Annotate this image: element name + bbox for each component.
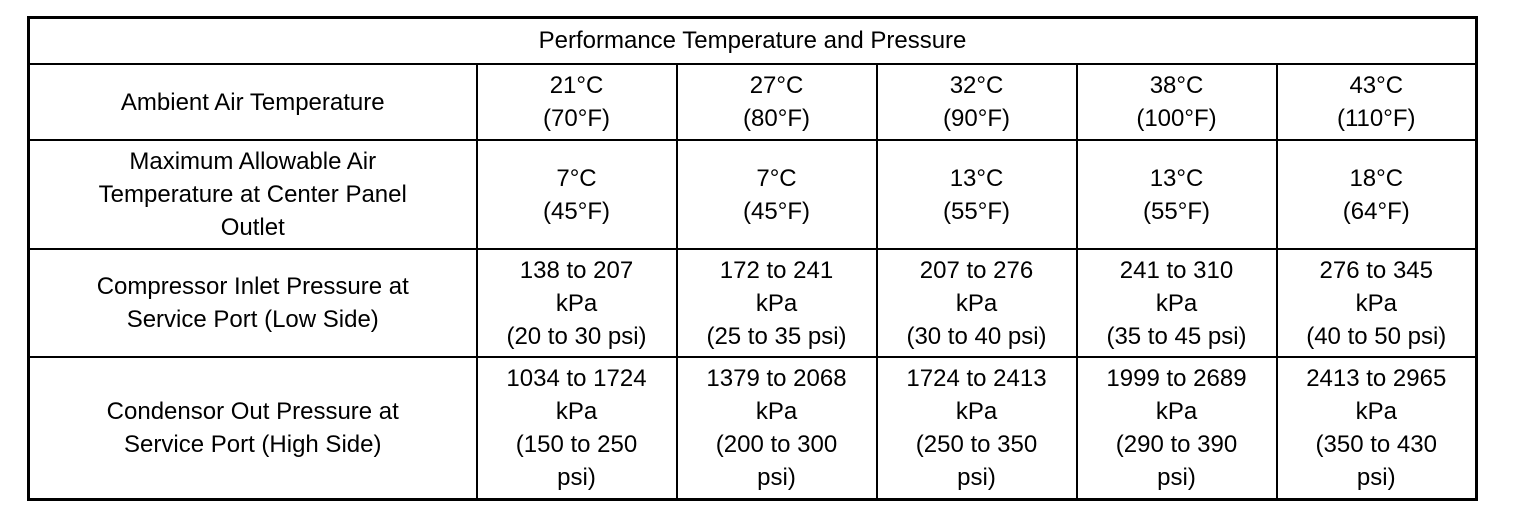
value-line: (55°F) <box>1143 197 1210 225</box>
value-line: kPa <box>755 289 798 317</box>
value-line: psi) <box>557 464 596 491</box>
row-label-cell: Maximum Allowable Air Temperature at Cen… <box>27 139 478 250</box>
value-line: 1379 to 2068 <box>706 365 847 392</box>
value-line: psi) <box>957 464 996 491</box>
value-line: kPa <box>955 398 998 425</box>
value-cell: 21°C (70°F) <box>475 63 678 141</box>
value-cell: 172 to 241 kPa (25 to 35 psi) <box>675 248 878 358</box>
performance-table: Performance Temperature and Pressure Amb… <box>27 16 1479 501</box>
row-label-cell: Condensor Out Pressure at Service Port (… <box>27 356 478 501</box>
value-line: psi) <box>1356 464 1396 491</box>
row-label-line: Compressor Inlet Pressure at <box>96 273 409 300</box>
value-line: kPa <box>955 289 998 317</box>
value-line: kPa <box>1355 398 1397 425</box>
value-cell: 27°C (80°F) <box>675 63 878 141</box>
row-label-line: Temperature at Center Panel <box>98 181 407 208</box>
value-line: (150 to 250 <box>515 431 638 458</box>
value-cell: 7°C (45°F) <box>475 139 678 250</box>
value-line: (25 to 35 psi) <box>706 322 847 350</box>
value-cell: 38°C (100°F) <box>1075 63 1278 141</box>
value-line: kPa <box>755 398 798 425</box>
value-line: (350 to 430 <box>1315 431 1437 458</box>
value-line: 38°C <box>1149 72 1204 99</box>
value-cell: 2413 to 2965 kPa (350 to 430 psi) <box>1275 356 1478 501</box>
value-line: kPa <box>1155 398 1198 425</box>
value-line: (200 to 300 <box>715 431 838 458</box>
value-line: 276 to 345 <box>1319 256 1433 284</box>
table-title-row: Performance Temperature and Pressure <box>27 16 1478 65</box>
value-line: kPa <box>555 289 598 317</box>
value-line: 172 to 241 <box>719 256 834 284</box>
value-line: 1034 to 1724 <box>506 365 647 392</box>
value-line: 43°C <box>1349 72 1404 99</box>
value-cell: 13°C (55°F) <box>875 139 1078 250</box>
value-line: (110°F) <box>1337 105 1416 132</box>
value-cell: 1034 to 1724 kPa (150 to 250 psi) <box>475 356 678 501</box>
value-line: (45°F) <box>743 197 810 225</box>
value-line: (45°F) <box>543 197 610 225</box>
value-line: (20 to 30 psi) <box>506 322 647 350</box>
value-cell: 1724 to 2413 kPa (250 to 350 psi) <box>875 356 1078 501</box>
value-cell: 207 to 276 kPa (30 to 40 psi) <box>875 248 1078 358</box>
value-cell: 138 to 207 kPa (20 to 30 psi) <box>475 248 678 358</box>
value-line: 18°C <box>1349 164 1404 192</box>
row-label-line: Service Port (Low Side) <box>126 306 379 333</box>
row-label-line: Service Port (High Side) <box>124 431 382 458</box>
value-line: 7°C <box>556 164 597 192</box>
value-line: 32°C <box>949 72 1004 99</box>
row-label-line: Outlet <box>220 214 285 241</box>
value-line: kPa <box>1355 289 1397 317</box>
value-line: psi) <box>757 464 796 491</box>
value-line: (55°F) <box>943 197 1010 225</box>
value-line: (70°F) <box>543 105 610 132</box>
table-row-ambient-air-temperature: Ambient Air Temperature 21°C (70°F) 27°C… <box>27 63 1478 141</box>
value-line: 207 to 276 <box>919 256 1034 284</box>
value-cell: 1999 to 2689 kPa (290 to 390 psi) <box>1075 356 1278 501</box>
value-cell: 276 to 345 kPa (40 to 50 psi) <box>1275 248 1478 358</box>
value-line: (250 to 350 <box>915 431 1038 458</box>
table-row-compressor-inlet-pressure: Compressor Inlet Pressure at Service Por… <box>27 248 1478 358</box>
value-line: 27°C <box>749 72 804 99</box>
value-cell: 32°C (90°F) <box>875 63 1078 141</box>
value-line: 241 to 310 <box>1119 256 1234 284</box>
row-label-cell: Ambient Air Temperature <box>27 63 478 141</box>
value-cell: 18°C (64°F) <box>1275 139 1478 250</box>
value-line: (35 to 45 psi) <box>1106 322 1247 350</box>
value-line: (100°F) <box>1136 105 1217 132</box>
value-line: (30 to 40 psi) <box>906 322 1047 350</box>
value-cell: 7°C (45°F) <box>675 139 878 250</box>
value-line: 7°C <box>756 164 797 192</box>
row-label-line: Maximum Allowable Air <box>129 148 377 175</box>
value-line: psi) <box>1157 464 1196 491</box>
row-label-cell: Compressor Inlet Pressure at Service Por… <box>27 248 478 358</box>
value-line: (64°F) <box>1342 197 1410 225</box>
value-line: kPa <box>555 398 598 425</box>
value-line: (80°F) <box>743 105 810 132</box>
value-cell: 1379 to 2068 kPa (200 to 300 psi) <box>675 356 878 501</box>
value-line: 21°C <box>549 72 604 99</box>
value-line: (90°F) <box>943 105 1010 132</box>
value-line: 138 to 207 <box>519 256 634 284</box>
value-line: 13°C <box>1149 164 1204 192</box>
value-line: (290 to 390 <box>1115 431 1238 458</box>
value-cell: 241 to 310 kPa (35 to 45 psi) <box>1075 248 1278 358</box>
value-line: 13°C <box>949 164 1004 192</box>
value-cell: 13°C (55°F) <box>1075 139 1278 250</box>
row-label: Ambient Air Temperature <box>120 88 385 116</box>
value-line: 1724 to 2413 <box>906 365 1047 392</box>
value-cell: 43°C (110°F) <box>1275 63 1478 141</box>
value-line: 2413 to 2965 <box>1306 365 1447 392</box>
table-title: Performance Temperature and Pressure <box>27 16 1478 65</box>
value-line: kPa <box>1155 289 1198 317</box>
value-line: 1999 to 2689 <box>1106 365 1247 392</box>
table-row-condensor-out-pressure: Condensor Out Pressure at Service Port (… <box>27 356 1478 501</box>
value-line: (40 to 50 psi) <box>1306 322 1447 350</box>
row-label-line: Condensor Out Pressure at <box>106 398 399 425</box>
table-row-maximum-allowable-air-temperature: Maximum Allowable Air Temperature at Cen… <box>27 139 1478 250</box>
